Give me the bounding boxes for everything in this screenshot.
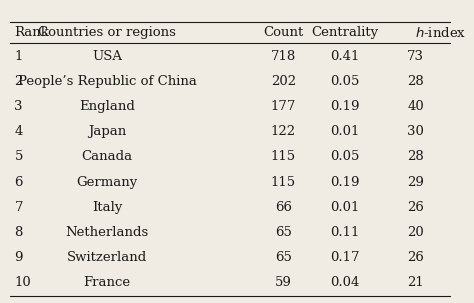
Text: 3: 3	[14, 100, 23, 113]
Text: 65: 65	[275, 226, 292, 239]
Text: 0.41: 0.41	[330, 49, 360, 62]
Text: 40: 40	[407, 100, 424, 113]
Text: Countries or regions: Countries or regions	[38, 26, 176, 39]
Text: 115: 115	[271, 176, 296, 189]
Text: 2: 2	[14, 75, 23, 88]
Text: 115: 115	[271, 150, 296, 163]
Text: Netherlands: Netherlands	[65, 226, 148, 239]
Text: 0.19: 0.19	[330, 100, 360, 113]
Text: 26: 26	[407, 201, 424, 214]
Text: 0.19: 0.19	[330, 176, 360, 189]
Text: 0.01: 0.01	[330, 201, 360, 214]
Text: 202: 202	[271, 75, 296, 88]
Text: Italy: Italy	[92, 201, 122, 214]
Text: Count: Count	[263, 26, 303, 39]
Text: 1: 1	[14, 49, 23, 62]
Text: 0.11: 0.11	[330, 226, 360, 239]
Text: England: England	[79, 100, 135, 113]
Text: 0.01: 0.01	[330, 125, 360, 138]
Text: 5: 5	[14, 150, 23, 163]
Text: 718: 718	[271, 49, 296, 62]
Text: Switzerland: Switzerland	[67, 251, 147, 264]
Text: 30: 30	[407, 125, 424, 138]
Text: 28: 28	[407, 150, 424, 163]
Text: 20: 20	[407, 226, 424, 239]
Text: 8: 8	[14, 226, 23, 239]
Text: Canada: Canada	[82, 150, 133, 163]
Text: 177: 177	[271, 100, 296, 113]
Text: 59: 59	[275, 277, 292, 289]
Text: Centrality: Centrality	[311, 26, 379, 39]
Text: Rank: Rank	[14, 26, 49, 39]
Text: 21: 21	[407, 277, 424, 289]
Text: USA: USA	[92, 49, 122, 62]
Text: Germany: Germany	[76, 176, 137, 189]
Text: 65: 65	[275, 251, 292, 264]
Text: 28: 28	[407, 75, 424, 88]
Text: 7: 7	[14, 201, 23, 214]
Text: 26: 26	[407, 251, 424, 264]
Text: 0.17: 0.17	[330, 251, 360, 264]
Text: France: France	[83, 277, 130, 289]
Text: $h$-index: $h$-index	[415, 26, 467, 40]
Text: 29: 29	[407, 176, 424, 189]
Text: Japan: Japan	[88, 125, 126, 138]
Text: 0.04: 0.04	[330, 277, 360, 289]
Text: 10: 10	[14, 277, 31, 289]
Text: 9: 9	[14, 251, 23, 264]
Text: 0.05: 0.05	[330, 150, 360, 163]
Text: 0.05: 0.05	[330, 75, 360, 88]
Text: 4: 4	[14, 125, 23, 138]
Text: People’s Republic of China: People’s Republic of China	[18, 75, 196, 88]
Text: 66: 66	[275, 201, 292, 214]
Text: 122: 122	[271, 125, 296, 138]
Text: 73: 73	[407, 49, 424, 62]
Text: 6: 6	[14, 176, 23, 189]
